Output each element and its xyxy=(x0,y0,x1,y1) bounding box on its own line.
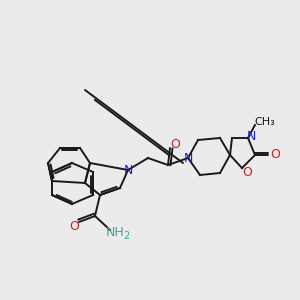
Text: O: O xyxy=(69,220,79,232)
Text: N: N xyxy=(123,164,133,176)
Text: O: O xyxy=(242,166,252,178)
Text: O: O xyxy=(170,139,180,152)
Text: N: N xyxy=(246,130,256,142)
Text: NH: NH xyxy=(106,226,124,238)
Text: N: N xyxy=(183,152,193,164)
Text: O: O xyxy=(270,148,280,161)
Text: 2: 2 xyxy=(123,231,129,241)
Text: CH₃: CH₃ xyxy=(255,117,275,127)
